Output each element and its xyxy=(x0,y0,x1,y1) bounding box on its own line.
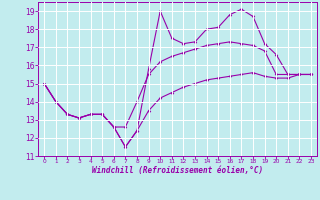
X-axis label: Windchill (Refroidissement éolien,°C): Windchill (Refroidissement éolien,°C) xyxy=(92,166,263,175)
